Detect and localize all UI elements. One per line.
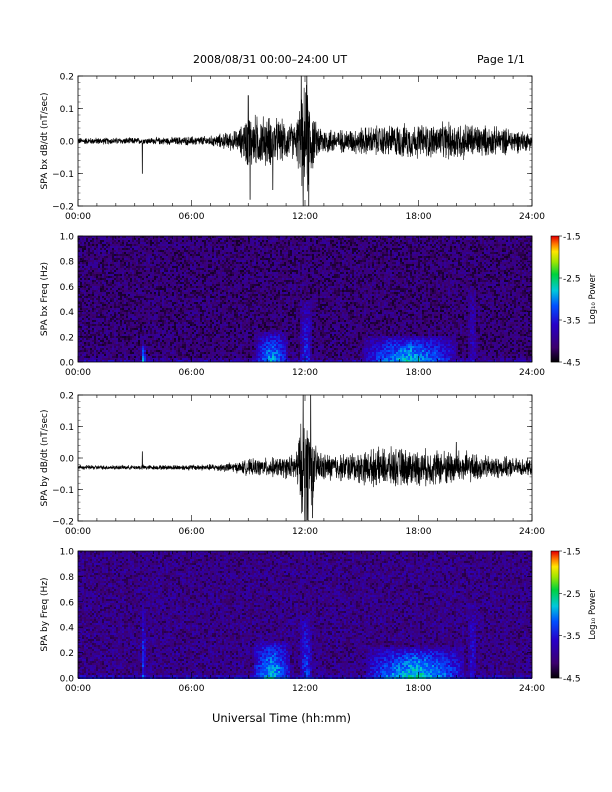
colorbar: -1.5 -2.5 -3.5 -4.5 Log₁₀ Power [551, 233, 598, 369]
colorbar-tick-label: -2.5 [563, 275, 581, 285]
x-tick-label: 00:00 [65, 527, 91, 537]
x-tick-label: 06:00 [179, 368, 205, 378]
y-tick-label: −0.2 [52, 203, 74, 213]
y-axis-title: SPA by dB/dt (nT/sec) [40, 410, 50, 507]
y-tick-label: 0.0 [60, 138, 75, 148]
colorbar-tick-label: -1.5 [563, 233, 581, 243]
x-tick-label: 00:00 [65, 212, 91, 222]
x-tick-label: 18:00 [406, 368, 432, 378]
x-tick-label: 12:00 [292, 212, 318, 222]
y-tick-label: 0.0 [60, 455, 75, 465]
waveform-trace [78, 395, 532, 521]
x-tick-label: 12:00 [292, 368, 318, 378]
x-tick-label: 00:00 [65, 684, 91, 694]
y-tick-label: 0.1 [60, 423, 74, 433]
spectrogram-panel: -1.5 -2.5 -3.5 -4.5 Log₁₀ Power 1.0 0.8 0.6 0.4 0… [40, 548, 598, 695]
y-axis-title: SPA by Freq (Hz) [40, 577, 50, 651]
x-tick-label: 24:00 [519, 212, 545, 222]
y-tick-label: 0.2 [60, 392, 74, 402]
colorbar-tick-label: -3.5 [563, 317, 581, 327]
spectrogram-panel: -1.5 -2.5 -3.5 -4.5 Log₁₀ Power 1.0 0.8 0.6 0.4 0… [40, 233, 598, 379]
y-tick-label: 0.0 [60, 359, 75, 369]
x-tick-label: 18:00 [406, 212, 432, 222]
y-tick-label: 0.4 [60, 308, 75, 318]
waveform-panel: 0.2 0.1 0.0 −0.1 −0.200:00 06:00 12:00 18:00 24:… [40, 73, 545, 223]
colorbar-tick-label: -4.5 [563, 675, 581, 685]
colorbar-tick-label: -2.5 [563, 590, 581, 600]
x-tick-label: 00:00 [65, 368, 91, 378]
y-tick-label: 0.0 [60, 675, 75, 685]
y-axis-title: SPA bx dB/dt (nT/sec) [40, 93, 50, 190]
y-tick-label: 0.2 [60, 649, 74, 659]
y-tick-label: 0.1 [60, 105, 74, 115]
y-tick-label: −0.2 [52, 518, 74, 528]
y-tick-label: 0.8 [60, 258, 75, 268]
y-tick-label: 1.0 [60, 233, 75, 243]
waveform-panel: 0.2 0.1 0.0 −0.1 −0.200:00 06:00 12:00 18:00 24:… [40, 392, 545, 538]
x-tick-label: 18:00 [406, 684, 432, 694]
colorbar-tick-label: -1.5 [563, 548, 581, 558]
colorbar-label: Log₁₀ Power [588, 589, 598, 640]
x-tick-label: 12:00 [292, 684, 318, 694]
waveform-trace [78, 76, 532, 206]
colorbar-tick-label: -3.5 [563, 632, 581, 642]
x-tick-label: 18:00 [406, 527, 432, 537]
x-tick-label: 06:00 [179, 684, 205, 694]
colorbar: -1.5 -2.5 -3.5 -4.5 Log₁₀ Power [551, 548, 598, 685]
x-tick-label: 06:00 [179, 527, 205, 537]
y-tick-label: 0.2 [60, 73, 74, 83]
x-tick-label: 06:00 [179, 212, 205, 222]
y-tick-label: 0.6 [60, 598, 75, 608]
y-tick-label: −0.1 [52, 486, 74, 496]
spectrogram-cells [78, 551, 532, 679]
y-tick-label: 0.2 [60, 333, 74, 343]
x-axis-title: Universal Time (hh:mm) [212, 711, 351, 725]
colorbar-label: Log₁₀ Power [588, 273, 598, 324]
x-tick-label: 24:00 [519, 684, 545, 694]
y-tick-label: 0.8 [60, 573, 75, 583]
y-tick-label: 1.0 [60, 548, 75, 558]
colorbar-tick-label: -4.5 [563, 359, 581, 369]
x-tick-label: 24:00 [519, 368, 545, 378]
x-tick-label: 24:00 [519, 527, 545, 537]
x-tick-label: 12:00 [292, 527, 318, 537]
y-tick-label: 0.6 [60, 283, 75, 293]
spectrogram-cells [78, 236, 532, 362]
y-tick-label: 0.4 [60, 624, 75, 634]
y-tick-label: −0.1 [52, 170, 74, 180]
y-axis-title: SPA bx Freq (Hz) [40, 262, 50, 336]
